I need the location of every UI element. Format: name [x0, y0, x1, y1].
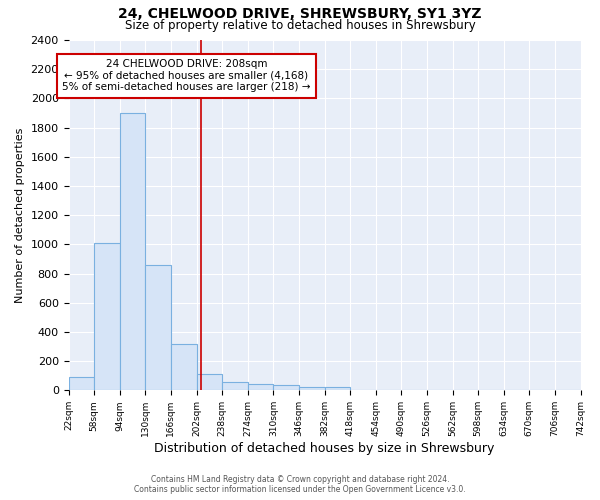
Bar: [94, 243, 120, 390]
Bar: [274, 384, 299, 390]
Bar: [68, 377, 94, 390]
Text: 24, CHELWOOD DRIVE, SHREWSBURY, SY1 3YZ: 24, CHELWOOD DRIVE, SHREWSBURY, SY1 3YZ: [118, 8, 482, 22]
Bar: [120, 113, 145, 390]
X-axis label: Distribution of detached houses by size in Shrewsbury: Distribution of detached houses by size …: [154, 442, 495, 455]
Y-axis label: Number of detached properties: Number of detached properties: [15, 128, 25, 303]
Text: 24 CHELWOOD DRIVE: 208sqm
← 95% of detached houses are smaller (4,168)
5% of sem: 24 CHELWOOD DRIVE: 208sqm ← 95% of detac…: [62, 60, 311, 92]
Text: Size of property relative to detached houses in Shrewsbury: Size of property relative to detached ho…: [125, 18, 475, 32]
Bar: [248, 384, 274, 390]
Bar: [145, 265, 171, 390]
Bar: [325, 388, 350, 390]
Text: Contains HM Land Registry data © Crown copyright and database right 2024.
Contai: Contains HM Land Registry data © Crown c…: [134, 474, 466, 494]
Bar: [171, 344, 197, 390]
Bar: [197, 374, 222, 390]
Bar: [222, 382, 248, 390]
Bar: [299, 388, 325, 390]
